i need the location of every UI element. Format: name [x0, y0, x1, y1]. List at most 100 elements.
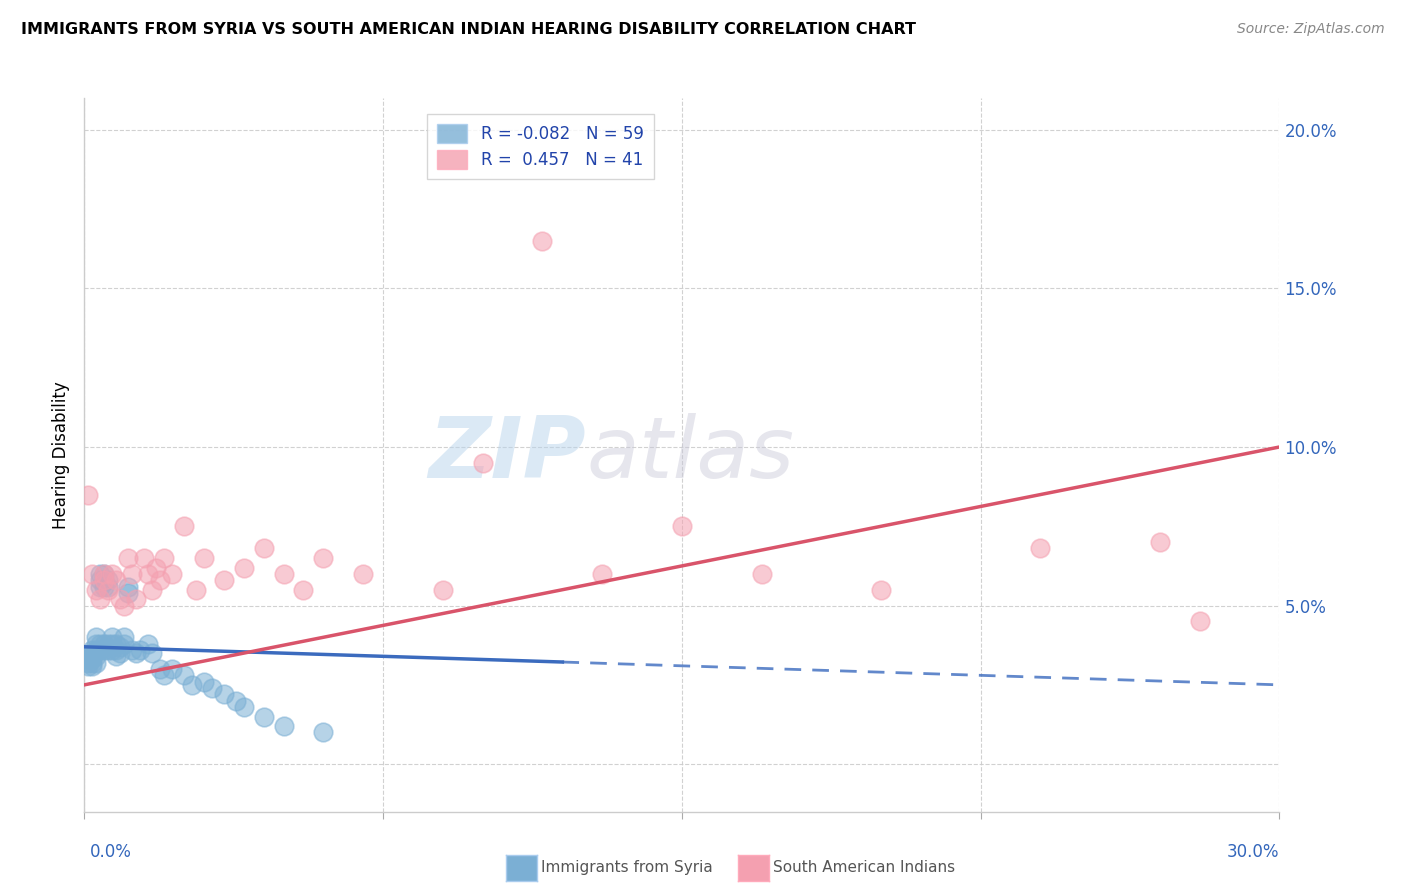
Point [82, 658, 104, 673]
Point [173, 668, 195, 682]
Point [93, 566, 115, 581]
Point [86, 630, 108, 644]
Point [112, 599, 135, 613]
Point [77, 656, 100, 670]
Point [86, 582, 108, 597]
Point [110, 646, 132, 660]
Point [89, 592, 111, 607]
Point [121, 566, 143, 581]
Point [110, 592, 132, 607]
Point [141, 646, 163, 660]
Point [112, 637, 135, 651]
Point [97, 573, 120, 587]
Point [125, 592, 148, 607]
Point [129, 643, 152, 657]
Point [105, 637, 128, 651]
Point [101, 643, 124, 657]
Point [149, 573, 172, 587]
Text: 30.0%: 30.0% [1227, 843, 1279, 861]
Point [97, 582, 120, 597]
Point [1149, 535, 1171, 549]
Point [97, 580, 120, 594]
Point [212, 687, 235, 701]
Point [86, 637, 108, 651]
Point [1029, 541, 1052, 556]
Point [136, 566, 159, 581]
Point [312, 725, 335, 739]
Point [82, 643, 104, 657]
Point [89, 643, 111, 657]
Point [117, 580, 139, 594]
Y-axis label: Hearing Disability: Hearing Disability [52, 381, 70, 529]
Point [117, 551, 139, 566]
Point [101, 566, 124, 581]
Point [292, 582, 315, 597]
Point [105, 649, 128, 664]
Point [82, 652, 104, 666]
Point [105, 643, 128, 657]
Point [86, 656, 108, 670]
Point [870, 582, 893, 597]
Point [145, 560, 167, 574]
Text: Source: ZipAtlas.com: Source: ZipAtlas.com [1237, 22, 1385, 37]
Point [273, 719, 295, 733]
Point [352, 566, 374, 581]
Point [77, 487, 100, 501]
Point [93, 573, 115, 587]
Point [184, 582, 207, 597]
Point [1188, 615, 1211, 629]
Point [531, 234, 554, 248]
Text: ZIP: ZIP [429, 413, 586, 497]
Point [253, 709, 276, 723]
Point [160, 662, 183, 676]
Point [432, 582, 454, 597]
Point [101, 630, 124, 644]
Point [153, 668, 176, 682]
Point [591, 566, 613, 581]
Point [160, 566, 183, 581]
Point [273, 566, 295, 581]
Point [173, 519, 195, 533]
Point [97, 637, 120, 651]
Point [149, 662, 172, 676]
Point [471, 456, 494, 470]
Point [232, 700, 254, 714]
Point [89, 573, 111, 587]
Point [153, 551, 176, 566]
Point [77, 658, 100, 673]
Point [121, 643, 143, 657]
Point [82, 646, 104, 660]
Point [82, 649, 104, 664]
Point [117, 586, 139, 600]
Point [93, 573, 115, 587]
Point [232, 560, 254, 574]
Point [201, 681, 224, 695]
Point [225, 694, 247, 708]
Text: atlas: atlas [586, 413, 794, 497]
Text: South American Indians: South American Indians [773, 861, 956, 875]
Point [89, 580, 111, 594]
Point [136, 637, 159, 651]
Point [86, 649, 108, 664]
Point [193, 674, 215, 689]
Point [110, 640, 132, 654]
Point [253, 541, 276, 556]
Point [77, 652, 100, 666]
Point [105, 573, 128, 587]
Text: Immigrants from Syria: Immigrants from Syria [541, 861, 713, 875]
Point [77, 649, 100, 664]
Point [89, 637, 111, 651]
Point [671, 519, 693, 533]
Point [97, 643, 120, 657]
Point [93, 643, 115, 657]
Point [751, 566, 773, 581]
Point [132, 551, 156, 566]
Point [82, 656, 104, 670]
Point [193, 551, 215, 566]
Point [89, 566, 111, 581]
Text: 0.0%: 0.0% [90, 843, 132, 861]
Legend: R = -0.082   N = 59, R =  0.457   N = 41: R = -0.082 N = 59, R = 0.457 N = 41 [427, 113, 654, 178]
Point [82, 566, 104, 581]
Point [93, 637, 115, 651]
Point [180, 678, 202, 692]
